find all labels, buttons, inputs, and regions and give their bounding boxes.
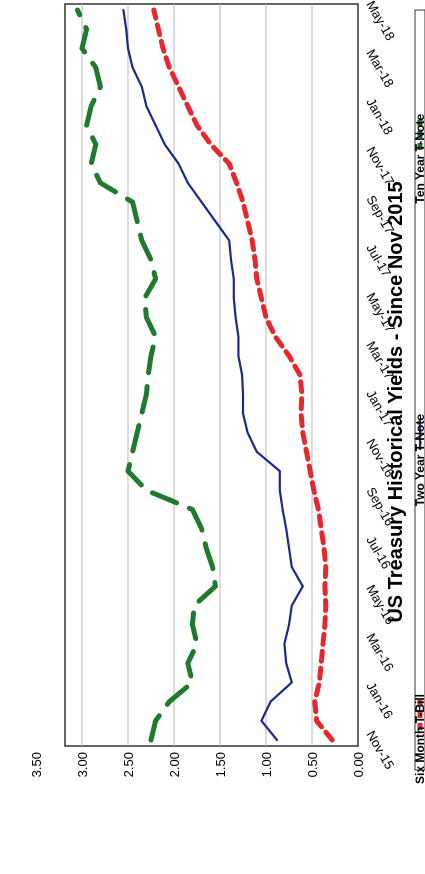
x-tick-label: Mar-18 (363, 47, 397, 90)
title-layer: US Treasury Historical Yields - Since No… (385, 181, 407, 622)
y-tick-label: 3.50 (29, 752, 44, 777)
x-tick-label: Jan-16 (363, 679, 396, 721)
y-tick-label: 2.50 (121, 752, 136, 777)
y-tick-label: 0.50 (305, 752, 320, 777)
x-tick-label: Mar-16 (363, 631, 397, 674)
plot-area (64, 3, 359, 747)
legend-label: Ten Year T-Note (413, 114, 425, 204)
chart-title: US Treasury Historical Yields - Since No… (385, 181, 407, 622)
y-tick-label: 3.00 (75, 752, 90, 777)
y-tick-label: 1.00 (259, 752, 274, 777)
x-tick-label: Nov-17 (363, 144, 397, 188)
y-tick-label: 0.00 (351, 752, 366, 777)
legend-label: Two Year T-Note (413, 414, 425, 507)
legend-label: Six Month T-Bill (413, 694, 425, 784)
grid-layer (81, 4, 313, 746)
x-tick-label: Nov-15 (363, 728, 397, 772)
series-layer (74, 7, 335, 743)
legend: Six Month T-Bill Two Year T-Note Ten Year … (413, 9, 425, 784)
legend-box (414, 9, 425, 771)
x-tick-label: May-18 (363, 0, 398, 43)
x-tick-label: Jan-18 (363, 95, 396, 137)
y-tick-label: 2.00 (167, 752, 182, 777)
y-axis-ticks: 0.00 0.50 1.00 1.50 2.00 2.50 3.00 3.50 (29, 752, 366, 777)
y-tick-label: 1.50 (213, 752, 228, 777)
